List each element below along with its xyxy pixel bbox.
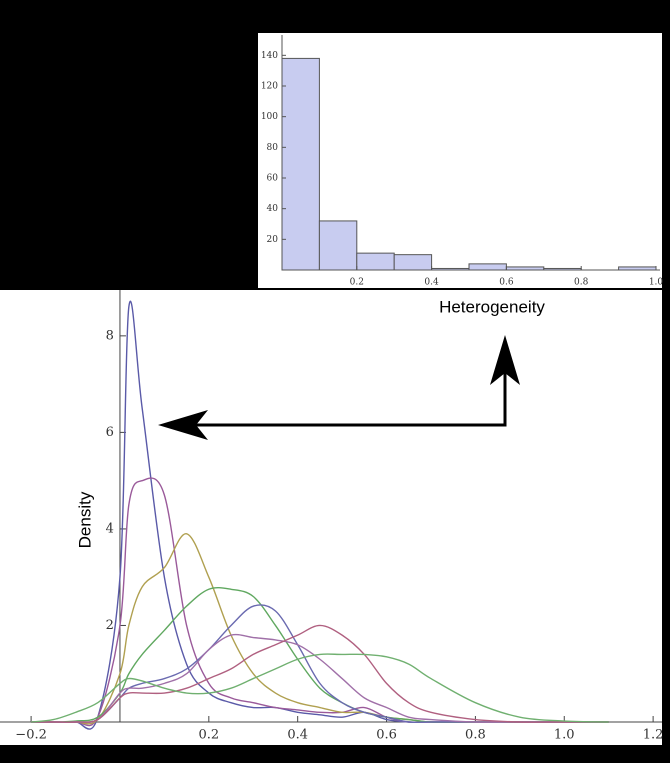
y-tick-label: 80 (267, 143, 279, 153)
y-tick-label: 6 (106, 425, 114, 440)
arrow-head (158, 410, 208, 440)
y-tick-label: 8 (106, 328, 114, 343)
bar (393, 254, 433, 271)
density-y-label: Density (75, 491, 94, 548)
density-curve (31, 624, 609, 723)
arrow-head (490, 335, 520, 385)
x-tick-label: 1.0 (554, 728, 575, 743)
x-tick-label: 0.4 (424, 278, 439, 288)
x-tick-label: 0.2 (350, 278, 364, 288)
x-tick-label: 0.6 (499, 278, 514, 288)
arrow (158, 335, 520, 440)
y-tick-label: 40 (267, 204, 279, 214)
x-tick-label: 1.0 (649, 278, 664, 288)
density-curve (31, 633, 609, 724)
y-tick-label: 2 (106, 618, 114, 633)
y-tick-label: 60 (267, 174, 279, 184)
y-tick-label: 4 (106, 521, 114, 536)
x-tick-label: 1.2 (643, 728, 664, 743)
x-tick-label: 0.6 (376, 728, 397, 743)
histogram-x-label: Heterogeneity (439, 297, 545, 316)
x-tick-label: 0.8 (465, 728, 486, 743)
x-tick-label: 0.8 (574, 278, 589, 288)
x-tick-label: 0.2 (198, 728, 219, 743)
y-tick-label: 100 (261, 112, 278, 122)
bar (281, 57, 320, 271)
density-curve (31, 653, 609, 723)
x-tick-label: −0.2 (15, 728, 47, 743)
x-tick-label: 0.4 (287, 728, 308, 743)
y-tick-label: 20 (267, 235, 279, 245)
bar (318, 220, 358, 271)
y-tick-label: 120 (261, 82, 278, 92)
y-tick-label: 140 (261, 51, 278, 61)
bar (356, 252, 395, 271)
density-panel (0, 290, 662, 745)
arrow-line (190, 360, 507, 427)
bar (468, 263, 507, 271)
